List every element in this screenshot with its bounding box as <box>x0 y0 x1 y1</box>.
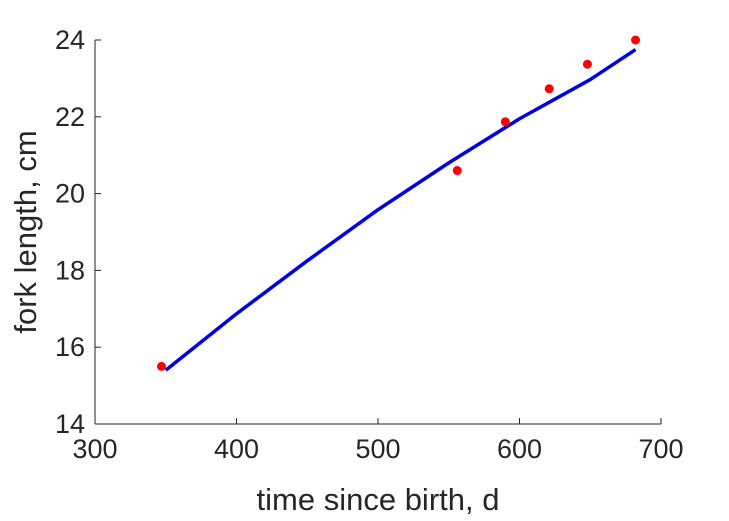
y-tick-label: 24 <box>55 25 85 55</box>
axes <box>94 40 661 425</box>
y-axis-label: fork length, cm <box>8 130 43 333</box>
y-tick-label: 18 <box>55 255 85 285</box>
data-point <box>157 361 167 371</box>
x-tick-label: 300 <box>72 434 117 464</box>
x-tick-label: 500 <box>355 434 400 464</box>
data-point <box>582 59 592 69</box>
fit-curve-layer <box>164 48 637 372</box>
ticks: 300 400 500 600 700 14 16 18 20 22 24 <box>55 25 684 464</box>
fit-curve <box>164 48 637 372</box>
x-tick-label: 400 <box>214 434 259 464</box>
data-point <box>631 35 641 45</box>
data-point <box>544 84 554 94</box>
x-tick-label: 700 <box>638 434 683 464</box>
data-point <box>452 166 462 176</box>
y-tick-label: 20 <box>55 179 85 209</box>
y-tick-label: 16 <box>55 332 85 362</box>
data-point <box>500 117 510 127</box>
y-tick-label: 14 <box>55 409 85 439</box>
y-tick-label: 22 <box>55 102 85 132</box>
x-axis-label: time since birth, d <box>257 482 500 517</box>
x-tick-label: 600 <box>497 434 542 464</box>
data-points-layer <box>157 35 641 371</box>
